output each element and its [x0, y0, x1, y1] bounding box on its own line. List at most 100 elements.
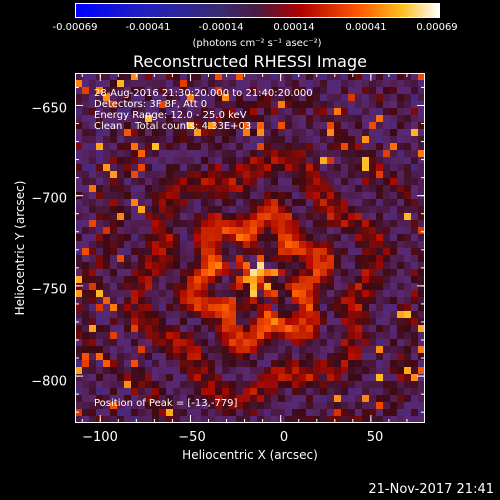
heatmap-cell	[89, 269, 97, 277]
heatmap-cell	[229, 311, 237, 319]
heatmap-cell	[152, 150, 160, 158]
heatmap-cell	[82, 269, 90, 277]
heatmap-cell	[404, 290, 412, 298]
heatmap-cell	[82, 262, 90, 270]
heatmap-cell	[418, 374, 425, 382]
heatmap-cell	[117, 164, 125, 172]
heatmap-cell	[236, 164, 244, 172]
heatmap-cell	[376, 136, 384, 144]
heatmap-cell	[278, 304, 286, 312]
heatmap-cell	[334, 325, 342, 333]
heatmap-cell	[159, 234, 167, 242]
heatmap-cell	[264, 283, 272, 291]
heatmap-cell	[159, 73, 167, 81]
heatmap-cell	[229, 115, 237, 123]
heatmap-cell	[257, 283, 265, 291]
heatmap-cell	[75, 143, 83, 151]
heatmap-cell	[89, 283, 97, 291]
heatmap-cell	[138, 381, 146, 389]
heatmap-cell	[173, 381, 181, 389]
heatmap-cell	[89, 220, 97, 228]
heatmap-cell	[89, 311, 97, 319]
heatmap-cell	[208, 395, 216, 403]
heatmap-cell	[110, 227, 118, 235]
heatmap-cell	[250, 374, 258, 382]
heatmap-cell	[299, 416, 307, 423]
heatmap-cell	[299, 80, 307, 88]
heatmap-cell	[96, 143, 104, 151]
heatmap-cell	[222, 108, 230, 116]
heatmap-cell	[117, 353, 125, 361]
heatmap-cell	[82, 171, 90, 179]
heatmap-cell	[208, 115, 216, 123]
heatmap-cell	[75, 360, 83, 368]
heatmap-cell	[96, 318, 104, 326]
heatmap-cell	[271, 346, 279, 354]
heatmap-cell	[194, 409, 202, 417]
heatmap-cell	[271, 206, 279, 214]
heatmap-cell	[257, 290, 265, 298]
heatmap-cell	[383, 360, 391, 368]
heatmap-cell	[187, 283, 195, 291]
heatmap-cell	[327, 381, 335, 389]
heatmap-cell	[278, 108, 286, 116]
heatmap-cell	[369, 318, 377, 326]
heatmap-cell	[96, 101, 104, 109]
heatmap-cell	[355, 101, 363, 109]
heatmap-cell	[194, 276, 202, 284]
heatmap-cell	[404, 304, 412, 312]
heatmap-cell	[334, 234, 342, 242]
heatmap-cell	[278, 150, 286, 158]
heatmap-cell	[138, 388, 146, 396]
heatmap-cell	[110, 276, 118, 284]
heatmap-cell	[292, 269, 300, 277]
heatmap-cell	[355, 164, 363, 172]
heatmap-cell	[75, 304, 83, 312]
heatmap-cell	[145, 248, 153, 256]
heatmap-cell	[306, 122, 314, 130]
colorbar-tick-label: 0.00069	[416, 22, 458, 33]
heatmap-cell	[299, 199, 307, 207]
heatmap-cell	[194, 290, 202, 298]
heatmap-cell	[376, 108, 384, 116]
heatmap-cell	[278, 297, 286, 305]
heatmap-cell	[285, 416, 293, 423]
heatmap-cell	[334, 416, 342, 423]
heatmap-cell	[383, 136, 391, 144]
heatmap-cell	[236, 220, 244, 228]
heatmap-cell	[271, 395, 279, 403]
heatmap-cell	[236, 311, 244, 319]
colorbar-units: (photons cm⁻² s⁻¹ asec⁻²)	[192, 38, 322, 49]
heatmap-cell	[278, 262, 286, 270]
heatmap-cell	[418, 416, 425, 423]
colorbar-tick-label: 0.00014	[273, 22, 315, 33]
heatmap-cell	[292, 73, 300, 81]
heatmap-cell	[376, 157, 384, 165]
heatmap-cell	[313, 248, 321, 256]
heatmap-cell	[348, 346, 356, 354]
heatmap-cell	[89, 192, 97, 200]
heatmap-cell	[355, 178, 363, 186]
heatmap-cell	[411, 374, 419, 382]
heatmap-cell	[348, 73, 356, 81]
heatmap-cell	[285, 220, 293, 228]
y-axis-label: Heliocentric Y (arcsec)	[13, 180, 27, 316]
heatmap-cell	[131, 220, 139, 228]
heatmap-cell	[313, 353, 321, 361]
heatmap-cell	[390, 353, 398, 361]
heatmap-cell	[355, 353, 363, 361]
heatmap-cell	[271, 73, 279, 81]
heatmap-cell	[96, 304, 104, 312]
heatmap-cell	[264, 227, 272, 235]
heatmap-cell	[404, 101, 412, 109]
heatmap-cell	[117, 381, 125, 389]
heatmap-cell	[250, 255, 258, 263]
heatmap-cell	[355, 192, 363, 200]
heatmap-cell	[341, 276, 349, 284]
heatmap-cell	[215, 325, 223, 333]
heatmap-cell	[376, 87, 384, 95]
heatmap-cell	[250, 108, 258, 116]
heatmap-cell	[110, 304, 118, 312]
heatmap-cell	[411, 325, 419, 333]
heatmap-cell	[362, 262, 370, 270]
